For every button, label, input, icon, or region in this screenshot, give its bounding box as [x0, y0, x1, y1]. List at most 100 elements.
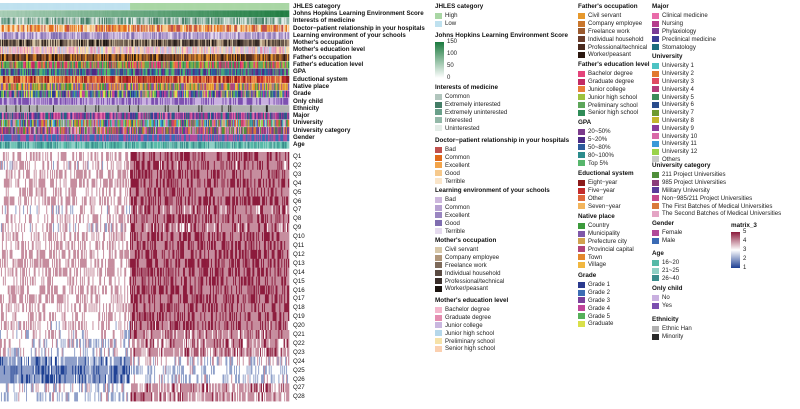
annotation-track-ethnicity [0, 105, 290, 113]
annotation-cell [46, 68, 48, 76]
annotation-cell [7, 61, 9, 69]
annotation-cell [164, 32, 166, 40]
annotation-cell [231, 105, 233, 113]
annotation-cell [32, 17, 35, 25]
annotation-cell [285, 61, 287, 69]
annotation-cell [7, 10, 9, 18]
annotation-cell [118, 39, 120, 47]
annotation-cell [210, 39, 212, 47]
annotation-cell [233, 32, 235, 40]
annotation-cell [81, 3, 84, 10]
annotation-cell [223, 112, 225, 120]
annotation-cell [143, 17, 145, 25]
annotation-cell [36, 105, 38, 113]
annotation-cell [234, 46, 236, 54]
annotation-cell [98, 17, 100, 25]
annotation-cell [202, 39, 204, 47]
annotation-cell [22, 90, 24, 98]
annotation-cell [93, 112, 95, 120]
annotation-cell [238, 61, 241, 69]
annotation-cell [253, 76, 255, 83]
annotation-cell [107, 97, 110, 105]
annotation-cell [63, 3, 65, 10]
annotation-cell [219, 83, 221, 91]
annotation-cell [0, 119, 2, 127]
annotation-cell [15, 61, 17, 69]
annotation-cell [164, 112, 166, 120]
annotation-cell [99, 97, 101, 105]
annotation-cell [212, 90, 215, 98]
annotation-cell [66, 119, 68, 127]
annotation-cell [74, 39, 76, 47]
annotation-cell [75, 83, 77, 91]
annotation-cell [42, 39, 44, 47]
annotation-cell [73, 54, 75, 61]
annotation-cell [137, 112, 140, 120]
annotation-cell [148, 97, 150, 105]
annotation-cell [65, 112, 67, 120]
annotation-cell [19, 17, 21, 25]
annotation-cell [18, 112, 20, 120]
annotation-cell [130, 83, 132, 91]
annotation-cell [103, 105, 105, 113]
annotation-cell [26, 54, 29, 61]
annotation-cell [146, 24, 148, 32]
annotation-cell [223, 105, 225, 113]
annotation-cell [240, 105, 243, 113]
annotation-cell [72, 90, 74, 98]
annotation-cell [145, 3, 147, 10]
annotation-cell [25, 46, 27, 54]
annotation-cell [10, 46, 12, 54]
annotation-cell [139, 32, 141, 40]
annotation-cell [37, 3, 39, 10]
annotation-cell [1, 39, 4, 47]
annotation-cell [131, 97, 133, 105]
annotation-cell [8, 3, 10, 10]
annotation-cell [129, 105, 131, 113]
annotation-cell [116, 17, 118, 25]
annotation-cell [240, 39, 243, 47]
annotation-cell [131, 90, 134, 98]
annotation-cell [0, 39, 3, 47]
annotation-cell [119, 46, 121, 54]
annotation-cell [229, 90, 231, 98]
annotation-cell [231, 3, 233, 10]
annotation-cell [200, 10, 202, 18]
annotation-cell [10, 39, 12, 47]
annotation-cell [46, 105, 48, 113]
annotation-cell [162, 90, 165, 98]
annotation-cell [179, 46, 181, 54]
annotation-cell [36, 119, 38, 127]
annotation-cell [170, 17, 172, 25]
annotation-cell [273, 32, 275, 40]
annotation-cell [16, 46, 18, 54]
annotation-cell [87, 46, 89, 54]
annotation-cell [187, 90, 190, 98]
annotation-cell [142, 105, 144, 113]
annotation-cell [253, 54, 255, 61]
annotation-cell [52, 46, 54, 54]
annotation-cell [69, 105, 71, 113]
annotation-cell [157, 17, 159, 25]
annotation-cell [133, 24, 136, 32]
annotation-cell [282, 97, 284, 105]
annotation-cell [140, 24, 142, 32]
annotation-cell [105, 119, 107, 127]
annotation-cell [151, 119, 153, 127]
annotation-cell [257, 3, 259, 10]
annotation-cell [36, 24, 38, 32]
annotation-cell [267, 46, 270, 54]
annotation-cell [131, 39, 133, 47]
annotation-cell [87, 3, 89, 10]
annotation-cell [1, 119, 4, 127]
annotation-cell [1, 54, 4, 61]
annotation-cell [84, 10, 87, 18]
annotation-cell [168, 54, 170, 61]
annotation-cell [282, 32, 284, 40]
annotation-cell [237, 10, 240, 18]
annotation-cell [152, 46, 154, 54]
annotation-cell [241, 112, 244, 120]
annotation-cell [87, 32, 89, 40]
annotation-cell [259, 17, 261, 25]
annotation-cell [275, 10, 277, 18]
